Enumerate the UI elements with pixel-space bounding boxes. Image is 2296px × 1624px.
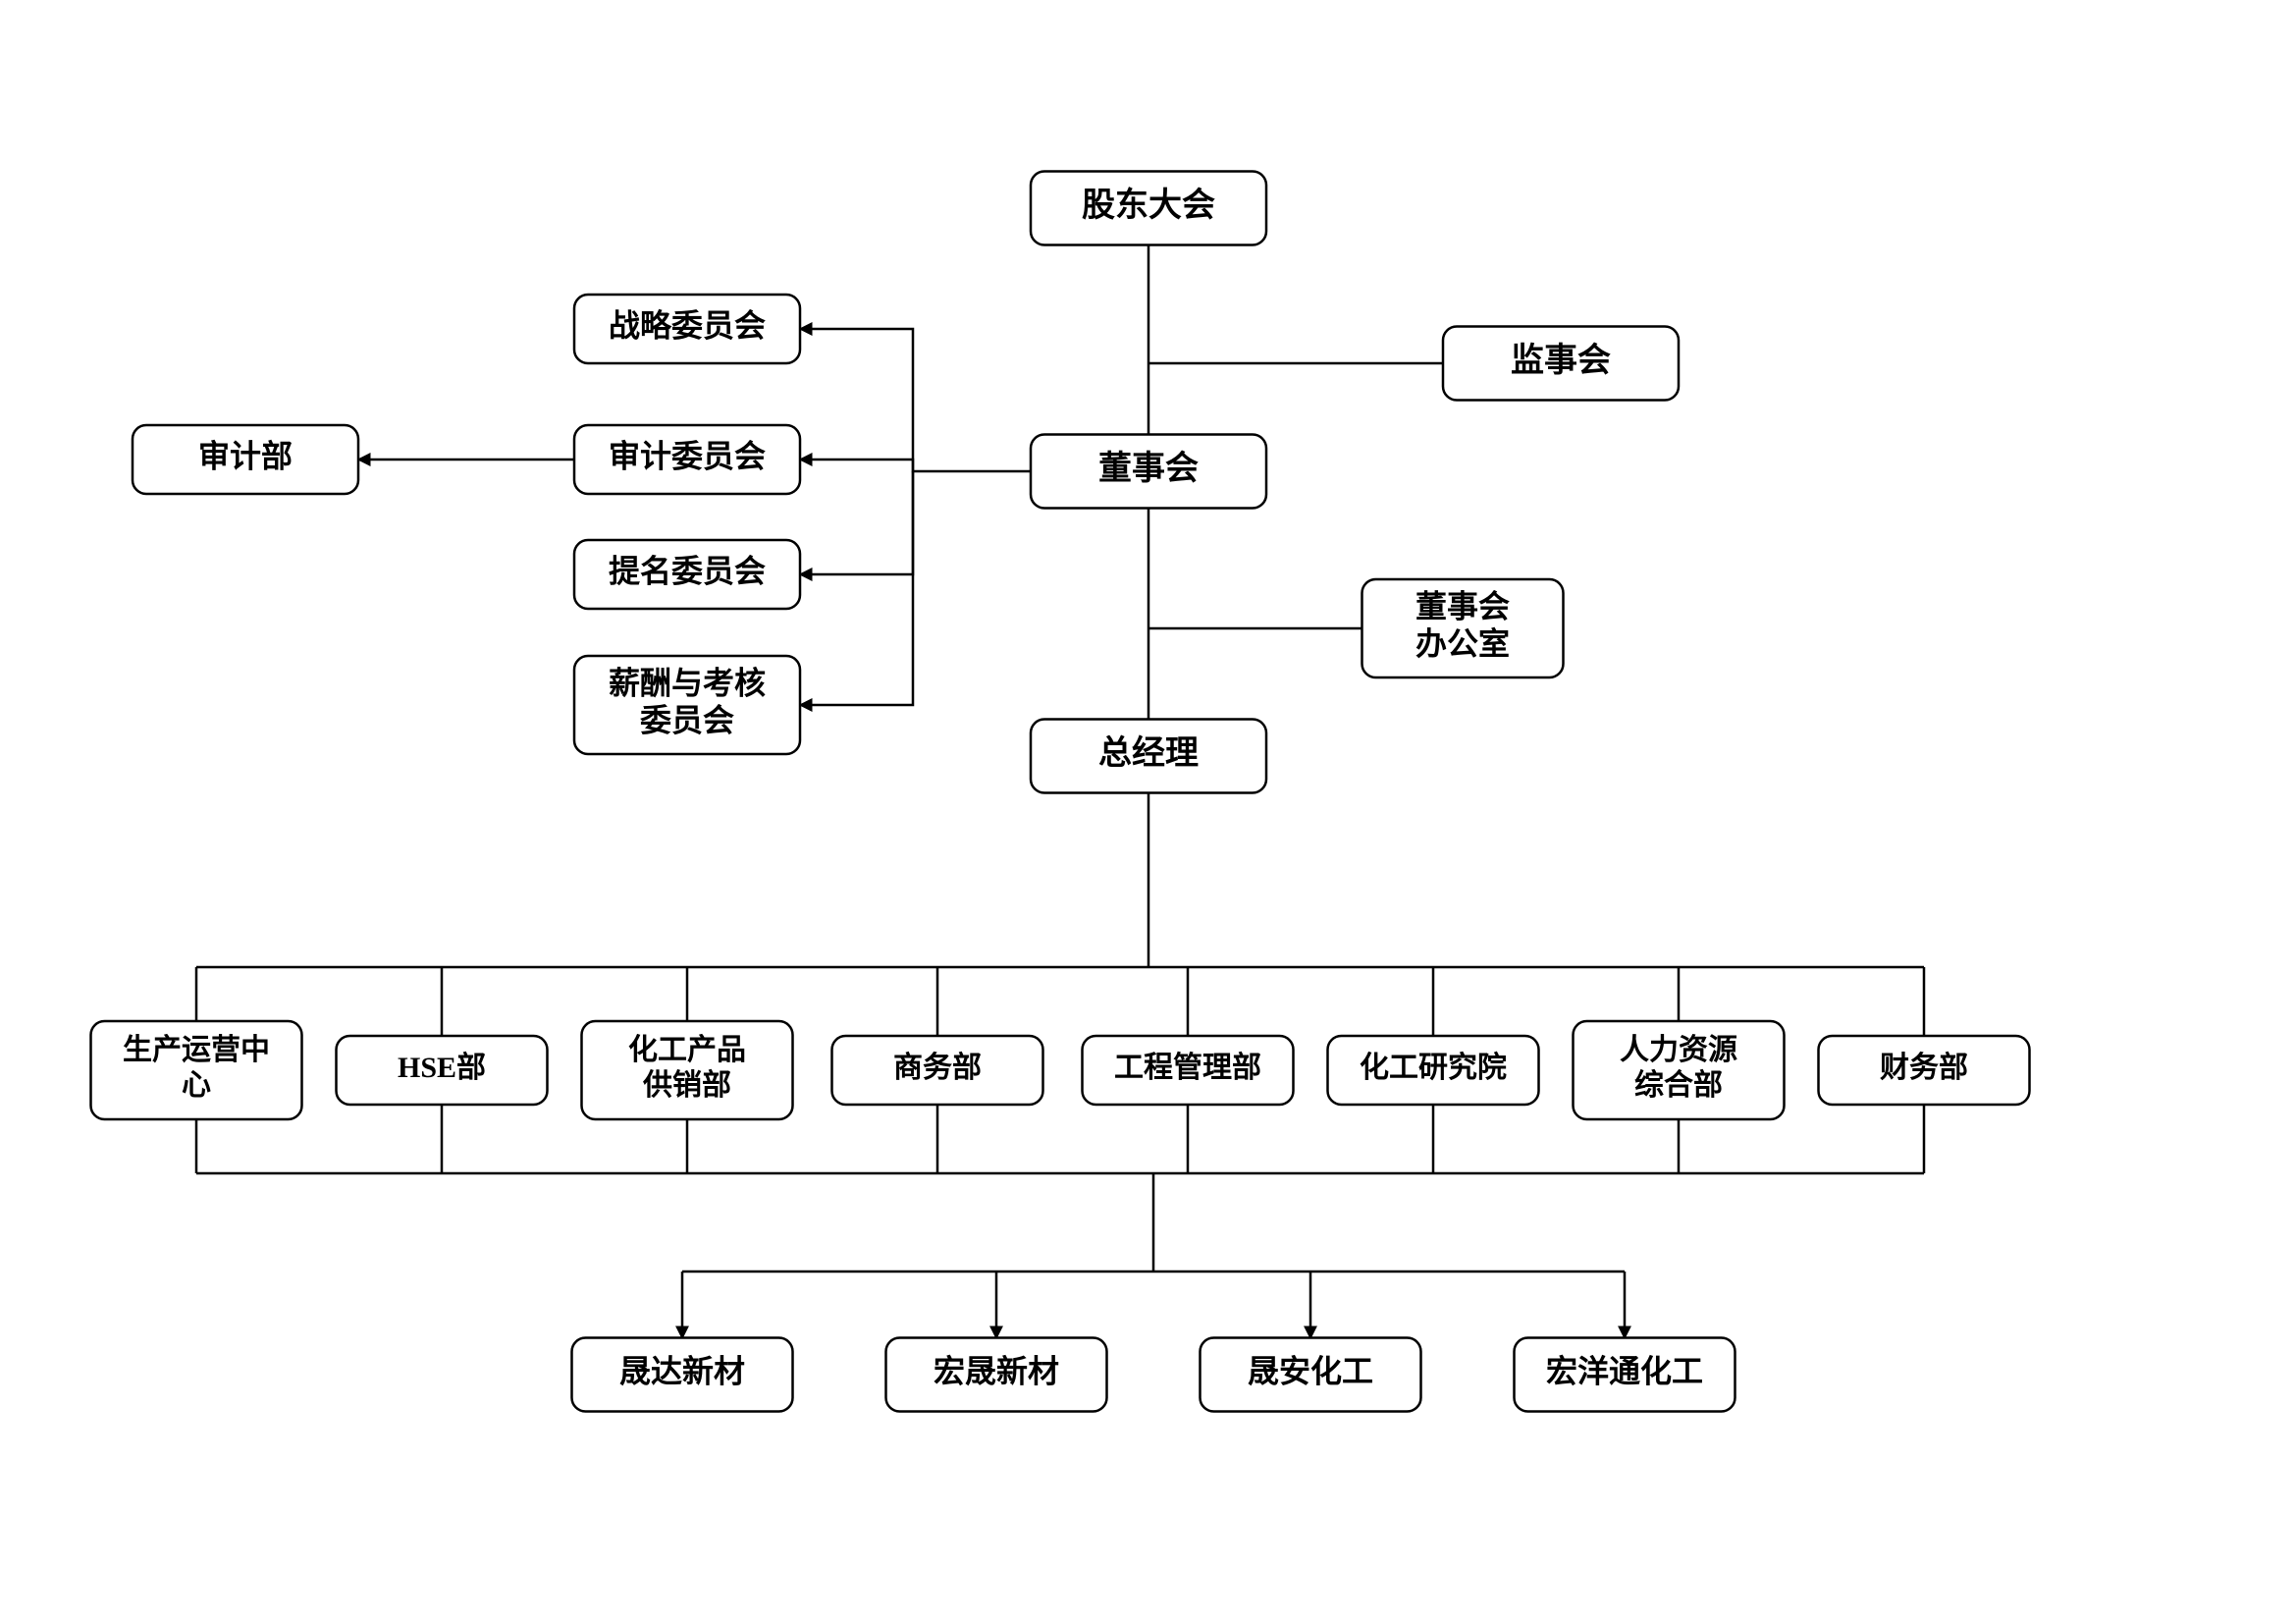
org-node-dep1: 生产运营中心	[91, 1021, 302, 1119]
org-node-xcwyh: 薪酬与考核委员会	[574, 656, 800, 754]
org-node-label: 工程管理部	[1114, 1051, 1261, 1084]
org-node-zjl: 总经理	[1031, 720, 1266, 793]
org-node-label: 审计部	[198, 438, 293, 473]
org-chart-svg: 股东大会监事会董事会董事会办公室总经理战略委员会审计委员会提名委员会薪酬与考核委…	[0, 0, 2296, 1624]
org-node-sub2: 宏晟新材	[886, 1338, 1107, 1412]
org-node-label: 财务部	[1880, 1051, 1968, 1084]
org-node-sjwyh: 审计委员会	[574, 425, 800, 494]
org-node-label: 化工产品	[628, 1034, 746, 1066]
org-edge	[800, 471, 913, 574]
org-node-dep6: 化工研究院	[1328, 1036, 1539, 1105]
org-node-label: 董事会	[1098, 450, 1199, 487]
org-node-dep7: 人力资源综合部	[1574, 1021, 1785, 1119]
org-node-sjb: 审计部	[133, 425, 358, 494]
org-node-dep5: 工程管理部	[1083, 1036, 1294, 1105]
org-node-label: 心	[182, 1069, 211, 1102]
org-node-label: 晟安化工	[1248, 1353, 1373, 1388]
org-node-label: 宏洋通化工	[1546, 1353, 1703, 1388]
org-node-dep3: 化工产品供销部	[582, 1021, 793, 1119]
org-edge	[800, 471, 913, 705]
org-node-label: 董事会	[1415, 588, 1510, 623]
org-node-gddh: 股东大会	[1031, 172, 1266, 245]
org-node-label: 供销部	[642, 1068, 731, 1102]
org-node-label: 股东大会	[1082, 186, 1215, 224]
org-node-sub4: 宏洋通化工	[1515, 1338, 1735, 1412]
org-node-dep8: 财务部	[1819, 1036, 2030, 1105]
org-node-label: 薪酬与考核	[609, 665, 766, 700]
org-node-dep4: 商务部	[832, 1036, 1043, 1105]
org-node-label: 总经理	[1098, 734, 1199, 772]
org-edge	[800, 329, 1031, 471]
org-node-label: 商务部	[893, 1051, 982, 1084]
org-node-label: 监事会	[1511, 342, 1611, 379]
org-node-label: HSE部	[398, 1051, 486, 1084]
org-node-sub1: 晟达新材	[572, 1338, 793, 1412]
org-node-sub3: 晟安化工	[1201, 1338, 1421, 1412]
org-node-label: 化工研究院	[1360, 1051, 1507, 1084]
org-node-dsh_office: 董事会办公室	[1362, 579, 1564, 677]
org-node-label: 晟达新材	[619, 1353, 745, 1388]
org-node-label: 生产运营中	[123, 1034, 270, 1066]
org-node-dsh: 董事会	[1031, 435, 1266, 509]
org-node-zlwyh: 战略委员会	[574, 295, 800, 363]
org-node-label: 人力资源	[1620, 1034, 1737, 1066]
org-edge	[800, 460, 913, 471]
org-node-label: 审计委员会	[609, 438, 766, 473]
org-node-jsh: 监事会	[1443, 327, 1679, 401]
org-node-label: 综合部	[1634, 1068, 1723, 1102]
org-node-label: 委员会	[640, 702, 734, 737]
org-node-label: 战略委员会	[609, 307, 766, 343]
org-node-label: 宏晟新材	[934, 1353, 1059, 1388]
org-node-tmwyh: 提名委员会	[574, 540, 800, 609]
org-node-label: 提名委员会	[609, 553, 766, 588]
org-node-dep2: HSE部	[337, 1036, 548, 1105]
org-node-label: 办公室	[1415, 625, 1510, 661]
